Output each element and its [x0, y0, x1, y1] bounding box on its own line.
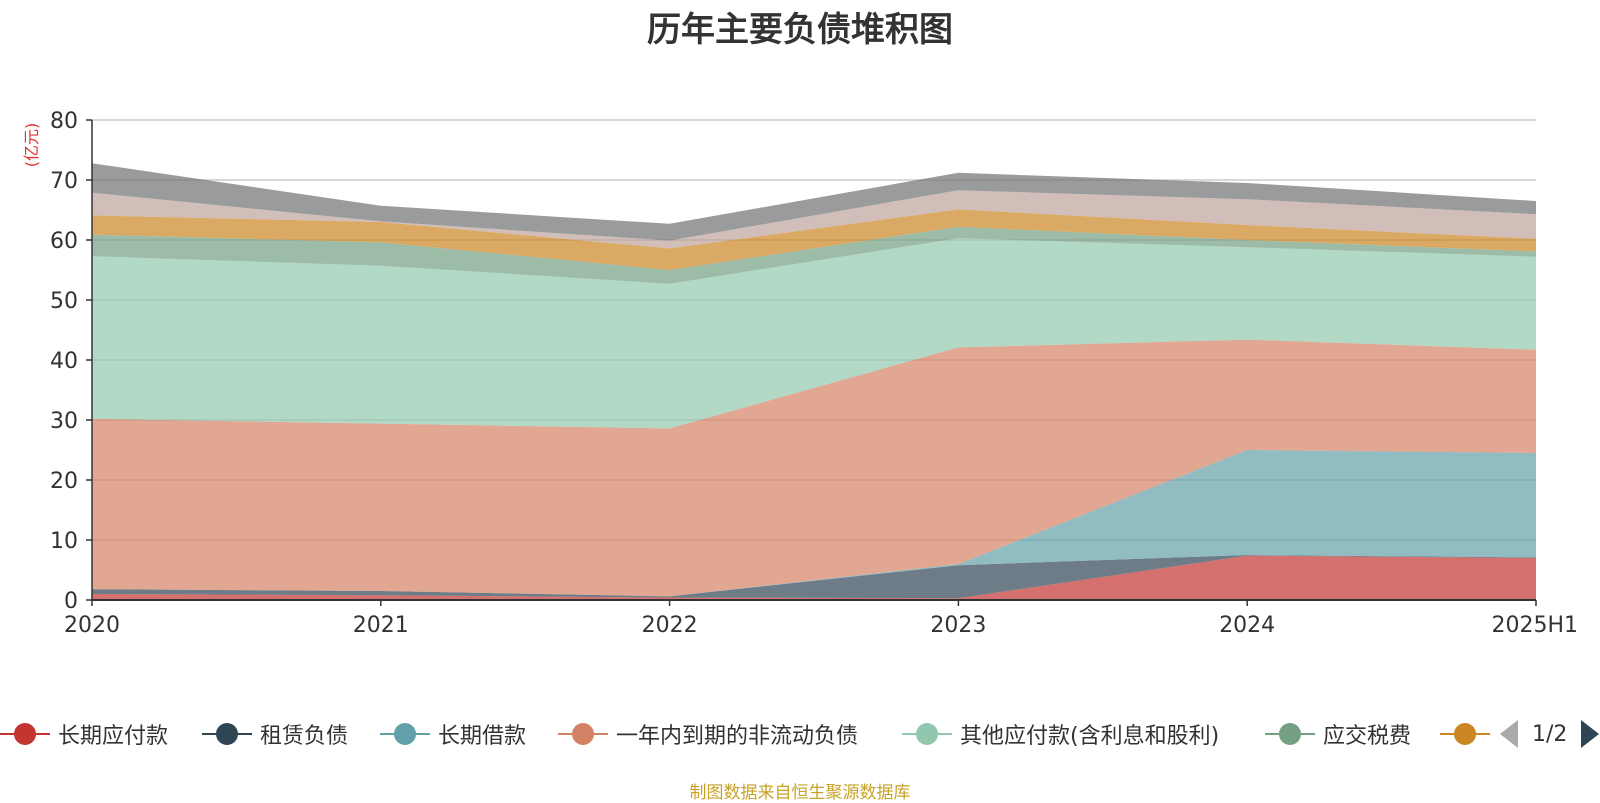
y-tick-label: 30: [50, 409, 78, 434]
legend-label: 长期应付款: [58, 724, 169, 749]
y-tick-label: 0: [64, 589, 78, 614]
series-area-1: [92, 555, 1536, 599]
y-tick-label: 40: [50, 349, 78, 374]
series-area-3: [92, 339, 1536, 597]
axis-layer: [86, 119, 1537, 606]
series-area-5: [92, 226, 1536, 284]
area-layer: [92, 163, 1536, 600]
source-note: 制图数据来自恒生聚源数据库: [689, 783, 911, 803]
legend-item[interactable]: 应交税费: [1265, 712, 1411, 756]
legend-marker-icon: [380, 712, 430, 756]
y-tick-label: 50: [50, 289, 78, 314]
legend-marker-icon: [202, 712, 252, 756]
x-tick-label: 2025H1: [1491, 613, 1578, 638]
legend-item[interactable]: 长期应付款: [0, 712, 168, 756]
legend-marker-icon: [1265, 712, 1315, 756]
legend-marker-icon: [558, 712, 608, 756]
legend-page-indicator: 1/2: [1532, 721, 1568, 747]
legend-item[interactable]: 长期借款: [380, 712, 526, 756]
legend-prev-arrow-icon[interactable]: [1500, 720, 1518, 748]
x-tick-label: 2022: [642, 613, 698, 638]
legend-item[interactable]: [1440, 712, 1490, 756]
y-tick-label: 60: [50, 229, 78, 254]
x-tick-label: 2020: [64, 613, 120, 638]
series-area-0: [92, 555, 1536, 600]
legend-marker-icon: [902, 712, 952, 756]
legend-marker-icon: [0, 712, 50, 756]
legend-label: 应交税费: [1323, 724, 1412, 749]
label-layer: 0 10 20 30 40 50 60 70 80 2020 2021 2022 2023 2024 202…: [50, 109, 1578, 638]
legend-item[interactable]: 其他应付款(含利息和股利): [902, 712, 1219, 756]
series-area-6: [92, 209, 1536, 270]
chart-title: 历年主要负债堆积图: [647, 10, 953, 50]
x-tick-label: 2023: [930, 613, 986, 638]
legend-label: 其他应付款(含利息和股利): [960, 724, 1220, 749]
legend-pager: 1/2: [1500, 712, 1600, 756]
y-axis-unit-label: (亿元): [22, 123, 41, 168]
series-area-2: [92, 450, 1536, 597]
series-area-4: [92, 238, 1536, 429]
x-tick-label: 2021: [353, 613, 409, 638]
series-area-8: [92, 163, 1536, 241]
legend: 长期应付款 租赁负债 长期借款 一年内到期的非流动负债 其他应付款(含利息和股利) 应交税…: [0, 712, 1600, 756]
x-tick-label: 2024: [1219, 613, 1275, 638]
legend-item[interactable]: 租赁负债: [202, 712, 348, 756]
y-tick-label: 10: [50, 529, 78, 554]
y-tick-label: 70: [50, 169, 78, 194]
legend-label: 租赁负债: [260, 724, 349, 749]
legend-marker-icon: [1440, 712, 1490, 756]
legend-label: 长期借款: [438, 724, 527, 749]
stacked-area-chart: 0 10 20 30 40 50 60 70 80 2020 2021 2022 2023 2024 202…: [22, 109, 1578, 638]
legend-item[interactable]: 一年内到期的非流动负债: [558, 712, 858, 756]
legend-next-arrow-icon[interactable]: [1581, 720, 1600, 748]
series-area-7: [92, 190, 1536, 249]
y-tick-label: 20: [50, 469, 78, 494]
y-tick-label: 80: [50, 109, 78, 134]
legend-label: 一年内到期的非流动负债: [616, 724, 859, 749]
